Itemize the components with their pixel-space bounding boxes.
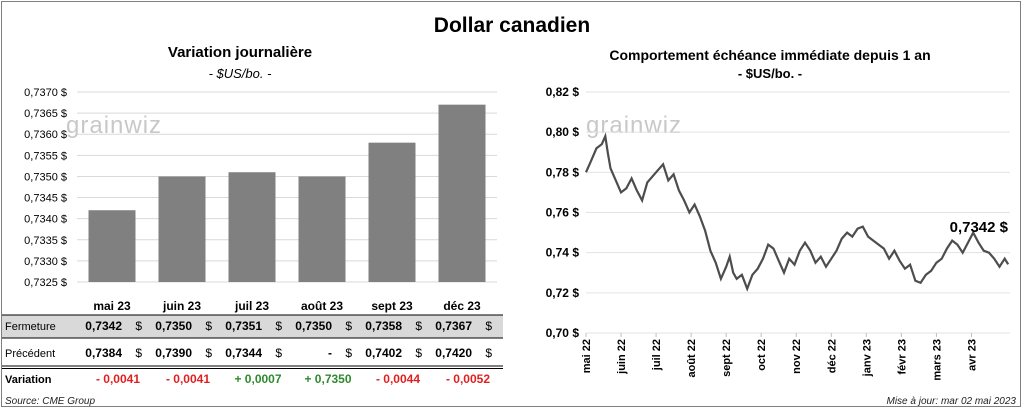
- table-currency: $: [135, 319, 142, 333]
- left-chart-title: Variation journalière: [167, 44, 313, 61]
- bar-category-label: août 23: [301, 299, 343, 313]
- table-currency: $: [135, 346, 142, 360]
- line-x-tick: avr 23: [966, 339, 978, 371]
- line-x-tick: mai 22: [581, 339, 593, 373]
- left-watermark: grainwiz: [66, 112, 163, 139]
- line-x-tick: janv 23: [861, 339, 873, 377]
- line-y-tick: 0,80 $: [546, 125, 580, 139]
- table-currency: $: [345, 346, 352, 360]
- bar-y-tick: 0,7360 $: [24, 129, 67, 141]
- bar: [368, 142, 416, 282]
- updated-label: Mise à jour: mar 02 mai 2023: [886, 396, 1016, 407]
- right-watermark: grainwiz: [586, 112, 683, 139]
- table-cell: 0,7351: [225, 319, 262, 333]
- table-variation-cell: + 0,7350: [304, 372, 351, 386]
- table-variation-cell: + 0,0007: [234, 372, 281, 386]
- line-x-tick: juil 22: [651, 339, 663, 371]
- table-cell: 0,7358: [365, 319, 402, 333]
- table-currency: $: [485, 319, 492, 333]
- line-x-tick: nov 22: [791, 339, 803, 374]
- line-y-tick: 0,70 $: [546, 326, 580, 340]
- bar-category-label: juil 23: [234, 299, 269, 313]
- table-cell: 0,7342: [85, 319, 122, 333]
- table-cell: 0,7344: [225, 346, 262, 360]
- table-row-label: Variation: [5, 374, 52, 386]
- line-y-tick: 0,82 $: [546, 85, 580, 99]
- table-row-label: Précédent: [5, 348, 55, 360]
- bar-y-tick: 0,7325 $: [24, 277, 67, 289]
- table-currency: $: [345, 319, 352, 333]
- table-variation-cell: - 0,0041: [96, 372, 140, 386]
- line-y-tick: 0,74 $: [546, 246, 580, 260]
- bar-y-tick: 0,7345 $: [24, 193, 67, 205]
- line-x-tick: févr 23: [896, 339, 908, 374]
- bar-y-tick: 0,7350 $: [24, 171, 67, 183]
- table-currency: $: [415, 346, 422, 360]
- bar-y-tick: 0,7365 $: [24, 108, 67, 120]
- bar: [298, 176, 346, 282]
- bar-y-tick: 0,7370 $: [24, 87, 67, 99]
- line-x-tick: sept 22: [721, 339, 733, 377]
- line-y-tick: 0,76 $: [546, 206, 580, 220]
- table-currency: $: [205, 319, 212, 333]
- bar: [88, 210, 136, 282]
- bar-category-label: juin 23: [162, 299, 201, 313]
- table-cell: 0,7390: [155, 346, 192, 360]
- table-currency: $: [205, 346, 212, 360]
- bar-y-tick: 0,7330 $: [24, 256, 67, 268]
- table-variation-cell: - 0,0044: [376, 372, 420, 386]
- table-currency: $: [275, 319, 282, 333]
- right-chart-title: Comportement échéance immédiate depuis 1…: [609, 47, 931, 63]
- bar-category-label: mai 23: [93, 299, 131, 313]
- table-variation-cell: - 0,0052: [446, 372, 490, 386]
- fermeture-row-bg: [2, 315, 503, 338]
- page-title: Dollar canadien: [433, 14, 591, 37]
- table-currency: $: [275, 346, 282, 360]
- table-cell: 0,7367: [435, 319, 472, 333]
- line-x-tick: juin 22: [616, 339, 628, 375]
- left-chart-unit: - $US/bo. -: [208, 66, 272, 81]
- right-chart-unit: - $US/bo. -: [737, 66, 803, 81]
- table-cell: 0,7402: [365, 346, 402, 360]
- table-cell: 0,7420: [435, 346, 472, 360]
- table-cell: 0,7384: [85, 346, 122, 360]
- table-currency: $: [415, 319, 422, 333]
- table-cell: 0,7350: [295, 319, 332, 333]
- bar-category-label: déc 23: [443, 299, 481, 313]
- bar-y-tick: 0,7335 $: [24, 235, 67, 247]
- bar: [158, 176, 206, 282]
- source-label: Source: CME Group: [5, 396, 96, 407]
- line-x-tick: août 22: [686, 339, 698, 378]
- table-cell: -: [328, 346, 332, 360]
- bar-y-tick: 0,7355 $: [24, 150, 67, 162]
- line-x-tick: mars 23: [931, 339, 943, 381]
- line-y-tick: 0,78 $: [546, 165, 580, 179]
- table-cell: 0,7350: [155, 319, 192, 333]
- line-x-tick: oct 22: [756, 339, 768, 371]
- table-variation-cell: - 0,0041: [166, 372, 210, 386]
- table-currency: $: [485, 346, 492, 360]
- line-x-tick: déc 22: [826, 339, 838, 373]
- bar: [438, 104, 486, 283]
- bar: [228, 172, 276, 282]
- series-line: [584, 132, 1010, 292]
- last-value-label: 0,7342 $: [950, 219, 1009, 236]
- bar-category-label: sept 23: [371, 299, 413, 313]
- table-row-label: Fermeture: [5, 321, 56, 333]
- bar-y-tick: 0,7340 $: [24, 214, 67, 226]
- line-y-tick: 0,72 $: [546, 286, 580, 300]
